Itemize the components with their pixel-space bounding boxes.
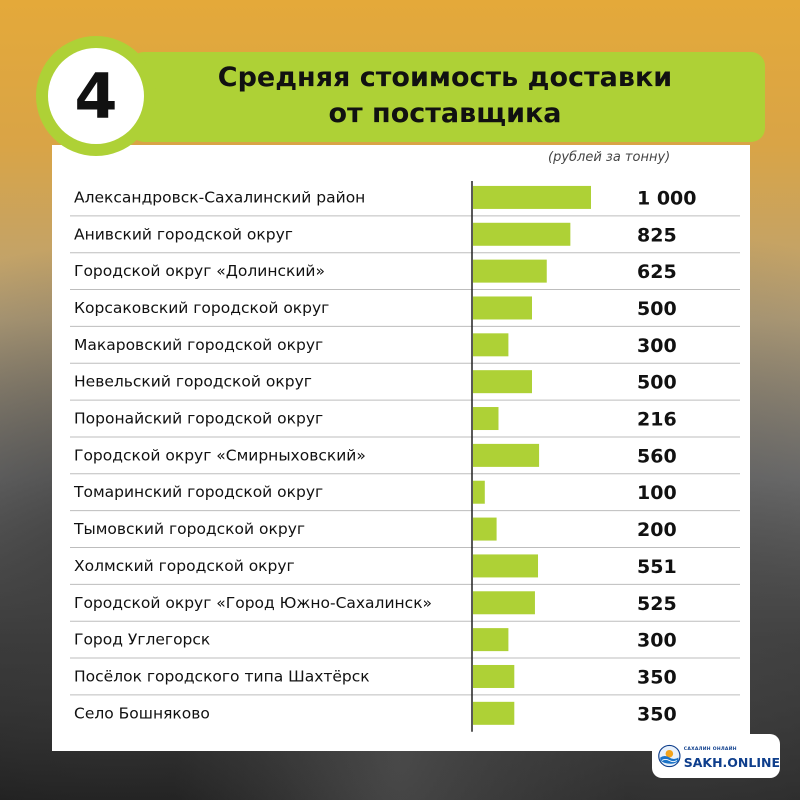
category-label: Холмский городской округ: [74, 557, 295, 575]
value-label: 625: [637, 261, 677, 283]
step-badge: 4: [36, 36, 156, 156]
bar: [473, 259, 547, 283]
category-label: Посёлок городского типа Шахтёрск: [74, 667, 370, 685]
category-label: Село Бошняково: [74, 704, 210, 722]
value-label: 100: [637, 482, 677, 504]
logo-wave-icon: [658, 744, 681, 768]
bar: [473, 701, 515, 725]
value-label: 350: [637, 666, 677, 688]
category-label: Тымовский городской округ: [73, 520, 305, 538]
bar: [473, 554, 539, 578]
title-line-1: Средняя стоимость доставки: [217, 62, 673, 93]
category-label: Поронайский городской округ: [74, 410, 323, 428]
category-label: Корсаковский городской округ: [74, 299, 329, 317]
category-label: Томаринский городской округ: [73, 483, 323, 501]
category-label: Невельский городской округ: [74, 373, 312, 391]
category-label: Город Углегорск: [74, 631, 210, 649]
bar: [473, 443, 540, 467]
unit-note: (рублей за тонну): [548, 150, 671, 165]
header-bar: [130, 52, 765, 142]
bar: [473, 333, 509, 357]
logo-tagline: САХАЛИН ОНЛАЙН: [683, 747, 737, 752]
category-label: Александровск-Сахалинский район: [74, 188, 365, 206]
bar: [473, 664, 515, 688]
value-label: 1 000: [637, 187, 697, 209]
page-title: Средняя стоимость доставки от поставщика: [170, 60, 720, 132]
value-label: 560: [637, 445, 677, 467]
category-label: Городской округ «Город Южно-Сахалинск»: [74, 594, 432, 612]
bar: [473, 517, 497, 541]
bar: [473, 296, 532, 320]
title-line-2: от поставщика: [328, 98, 562, 129]
bar: [473, 628, 509, 652]
bar: [473, 591, 535, 615]
bar: [473, 480, 485, 504]
category-label: Анивский городской округ: [74, 225, 293, 243]
bar: [473, 370, 532, 394]
bar: [473, 407, 499, 431]
value-label: 500: [637, 372, 677, 394]
value-label: 825: [637, 224, 677, 246]
value-label: 300: [637, 630, 677, 652]
logo-name: SAKH.ONLINE: [683, 755, 780, 770]
value-label: 350: [637, 703, 677, 725]
value-label: 200: [637, 519, 677, 541]
category-label: Городской округ «Смирныховский»: [74, 446, 366, 464]
category-label: Макаровский городской округ: [74, 336, 323, 354]
value-label: 551: [637, 556, 677, 578]
value-label: 300: [637, 335, 677, 357]
category-label: Городской округ «Долинский»: [74, 262, 325, 280]
value-label: 525: [637, 593, 677, 615]
bar: [473, 222, 571, 246]
value-label: 216: [637, 409, 677, 431]
bar: [473, 185, 591, 209]
content-card: [52, 145, 750, 751]
step-number: 4: [48, 48, 144, 144]
sakh-online-logo: САХАЛИН ОНЛАЙН SAKH.ONLINE: [652, 734, 780, 778]
value-label: 500: [637, 298, 677, 320]
